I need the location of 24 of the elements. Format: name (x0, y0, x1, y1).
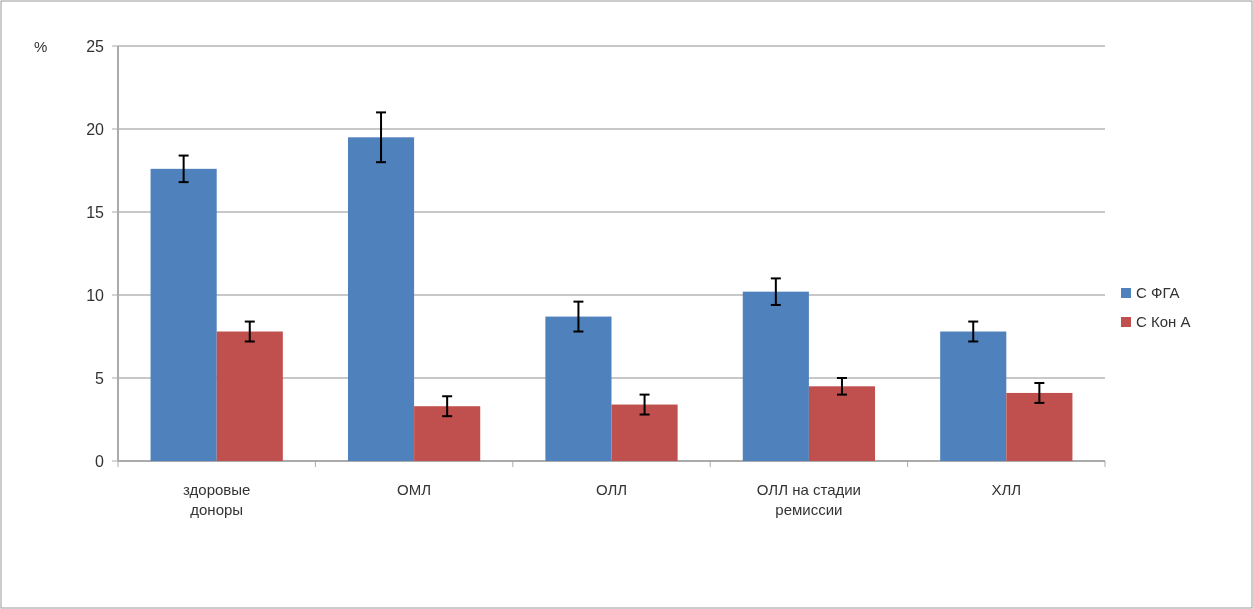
x-tick-label: здоровые доноры (182, 481, 251, 518)
bar (742, 291, 809, 461)
bar (611, 404, 678, 461)
bar (808, 386, 876, 461)
bar (940, 331, 1007, 461)
bar (545, 316, 612, 461)
bar (1006, 392, 1073, 461)
y-tick-label: 5 (95, 369, 105, 387)
x-tick-label: ОЛЛ (595, 481, 628, 498)
legend-label: С Кон А (1136, 313, 1191, 331)
y-tick-label: 15 (86, 203, 105, 221)
y-tick-label: 20 (86, 120, 105, 138)
bar (216, 331, 283, 461)
bar (150, 168, 217, 461)
legend-label: С ФГА (1136, 284, 1180, 302)
y-tick-label: 10 (86, 286, 105, 304)
x-tick-label: ОЛЛ на стадии ремиссии (756, 481, 861, 518)
y-tick-label: 0 (95, 452, 105, 470)
y-tick-label: 25 (86, 37, 105, 55)
x-tick-label: ХЛЛ (991, 481, 1022, 498)
y-axis-title: % (34, 38, 48, 55)
bar (347, 137, 415, 461)
x-tick-label: ОМЛ (397, 481, 432, 498)
bar (414, 406, 481, 461)
